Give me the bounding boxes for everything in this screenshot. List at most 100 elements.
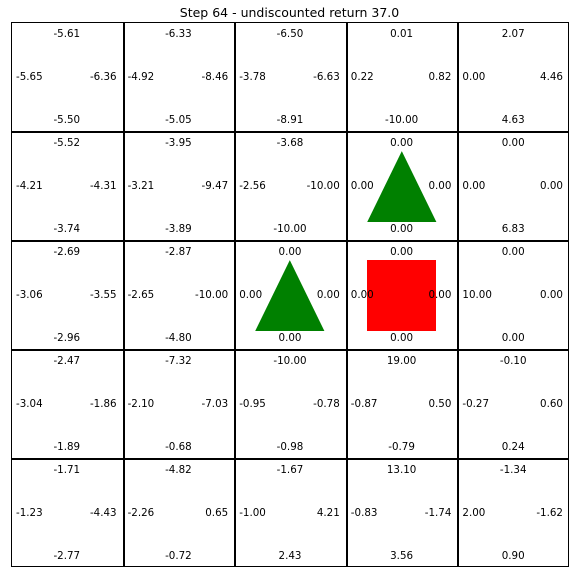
grid-cell-r3-c4: -0.10 0.24 -0.27 0.60 bbox=[457, 349, 569, 458]
q-value-down: -10.00 bbox=[384, 114, 419, 126]
q-value-up: 13.10 bbox=[386, 464, 417, 476]
q-value-left: -0.83 bbox=[350, 506, 378, 519]
q-value-left: -1.23 bbox=[16, 506, 43, 519]
q-value-down: -0.79 bbox=[388, 441, 415, 453]
q-value-up: -10.00 bbox=[273, 355, 307, 367]
q-value-right: 0.00 bbox=[540, 179, 563, 192]
grid-cell-r2-c2: 0.00 0.00 0.00 0.00 bbox=[234, 240, 346, 349]
q-value-down: 3.56 bbox=[390, 550, 414, 562]
q-value-up: 0.00 bbox=[390, 246, 414, 258]
q-value-down: -2.96 bbox=[53, 332, 81, 344]
q-value-up: -1.67 bbox=[276, 464, 304, 476]
q-value-up: -5.61 bbox=[53, 28, 81, 40]
grid-cell-r4-c4: -1.34 0.90 2.00 -1.62 bbox=[457, 458, 569, 567]
grid-cell-r0-c4: 2.07 4.63 0.00 4.46 bbox=[457, 22, 569, 131]
q-value-left: 0.00 bbox=[350, 179, 374, 192]
q-value-down: 0.00 bbox=[390, 332, 414, 344]
q-value-right: 0.00 bbox=[540, 288, 563, 301]
grid-line-vertical bbox=[457, 22, 459, 567]
q-value-up: -6.33 bbox=[165, 28, 192, 40]
q-value-up: -3.95 bbox=[165, 137, 192, 149]
grid-line-vertical bbox=[568, 22, 569, 567]
q-value-up: -2.47 bbox=[53, 355, 81, 367]
q-value-up: -2.87 bbox=[165, 246, 192, 258]
grid-line-vertical bbox=[346, 22, 348, 567]
q-value-down: -3.74 bbox=[53, 223, 81, 235]
grid-line-horizontal bbox=[11, 22, 569, 23]
q-value-left: -4.21 bbox=[16, 179, 43, 192]
q-value-left: -2.65 bbox=[127, 288, 155, 301]
q-value-left: 0.00 bbox=[462, 70, 486, 83]
q-value-down: -0.68 bbox=[165, 441, 192, 453]
grid-cell-r1-c3: 0.00 0.00 0.00 0.00 bbox=[346, 131, 458, 240]
grid-cell-r4-c3: 13.10 3.56 -0.83 -1.74 bbox=[346, 458, 458, 567]
grid-cell-r2-c1: -2.87 -4.80 -2.65 -10.00 bbox=[123, 240, 235, 349]
q-value-up: -1.71 bbox=[53, 464, 81, 476]
q-value-left: -0.95 bbox=[239, 397, 266, 410]
q-value-up: -3.68 bbox=[276, 137, 304, 149]
grid-cell-r0-c3: 0.01 -10.00 0.22 0.82 bbox=[346, 22, 458, 131]
grid-cell-r1-c1: -3.95 -3.89 -3.21 -9.47 bbox=[123, 131, 235, 240]
grid-line-horizontal bbox=[11, 240, 569, 242]
q-value-up: 0.00 bbox=[278, 246, 302, 258]
q-value-right: 0.00 bbox=[428, 179, 452, 192]
q-value-left: 2.00 bbox=[462, 506, 486, 519]
q-value-left: -3.04 bbox=[16, 397, 43, 410]
q-value-down: 4.63 bbox=[501, 114, 525, 126]
q-value-up: 0.01 bbox=[390, 28, 414, 40]
q-value-up: -2.69 bbox=[53, 246, 81, 258]
q-value-down: 0.00 bbox=[390, 223, 414, 235]
q-value-right: 0.65 bbox=[205, 506, 229, 519]
q-value-right: -4.31 bbox=[89, 179, 117, 192]
q-value-left: 0.22 bbox=[350, 70, 374, 83]
q-value-down: -0.72 bbox=[165, 550, 192, 562]
grid-cell-r4-c1: -4.82 -0.72 -2.26 0.65 bbox=[123, 458, 235, 567]
q-value-right: -3.55 bbox=[89, 288, 117, 301]
grid-line-horizontal bbox=[11, 131, 569, 133]
q-value-down: -5.50 bbox=[53, 114, 81, 126]
q-value-up: 0.00 bbox=[501, 137, 525, 149]
q-value-up: 0.00 bbox=[390, 137, 414, 149]
grid-cell-r4-c2: -1.67 2.43 -1.00 4.21 bbox=[234, 458, 346, 567]
grid-cell-r1-c2: -3.68 -10.00 -2.56 -10.00 bbox=[234, 131, 346, 240]
q-value-right: 0.60 bbox=[540, 397, 563, 410]
q-value-up: -0.10 bbox=[499, 355, 527, 367]
q-value-right: -0.78 bbox=[313, 397, 340, 410]
q-value-left: -2.10 bbox=[127, 397, 155, 410]
figure-title: Step 64 - undiscounted return 37.0 bbox=[179, 5, 400, 20]
q-value-left: -3.21 bbox=[127, 179, 155, 192]
q-value-down: 0.90 bbox=[501, 550, 525, 562]
q-value-up: 0.00 bbox=[501, 246, 525, 258]
goal-triangle-icon bbox=[367, 151, 437, 223]
grid-cell-r2-c4: 0.00 0.00 10.00 0.00 bbox=[457, 240, 569, 349]
agent-square-icon bbox=[367, 260, 437, 331]
grid-cell-r0-c2: -6.50 -8.91 -3.78 -6.63 bbox=[234, 22, 346, 131]
grid-cell-r0-c0: -5.61 -5.50 -5.65 -6.36 bbox=[11, 22, 123, 131]
q-value-down: -3.89 bbox=[165, 223, 192, 235]
goal-triangle-icon bbox=[255, 260, 325, 332]
grid-cell-r1-c0: -5.52 -3.74 -4.21 -4.31 bbox=[11, 131, 123, 240]
q-value-right: 0.00 bbox=[316, 288, 340, 301]
grid-line-vertical bbox=[11, 22, 12, 567]
q-value-down: -8.91 bbox=[276, 114, 304, 126]
q-value-right: -6.63 bbox=[313, 70, 340, 83]
q-value-left: 10.00 bbox=[462, 288, 492, 301]
q-value-down: 0.24 bbox=[501, 441, 525, 453]
grid-cell-r3-c0: -2.47 -1.89 -3.04 -1.86 bbox=[11, 349, 123, 458]
grid-line-horizontal bbox=[11, 349, 569, 351]
q-value-right: -10.00 bbox=[194, 288, 229, 301]
q-value-left: -0.87 bbox=[350, 397, 378, 410]
q-value-down: -0.98 bbox=[276, 441, 304, 453]
grid-cell-r4-c0: -1.71 -2.77 -1.23 -4.43 bbox=[11, 458, 123, 567]
q-value-up: 2.07 bbox=[501, 28, 525, 40]
q-value-right: -1.74 bbox=[424, 506, 452, 519]
q-value-left: -1.00 bbox=[239, 506, 266, 519]
q-value-left: -3.06 bbox=[16, 288, 43, 301]
q-value-right: -8.46 bbox=[201, 70, 229, 83]
q-value-up: -1.34 bbox=[499, 464, 527, 476]
grid-line-vertical bbox=[123, 22, 125, 567]
q-value-right: 0.50 bbox=[428, 397, 452, 410]
q-value-left: 0.00 bbox=[350, 288, 374, 301]
grid-line-horizontal bbox=[11, 566, 569, 567]
q-value-grid: -5.61 -5.50 -5.65 -6.36 -6.33 -5.05 -4.92 -8.46… bbox=[11, 22, 569, 567]
